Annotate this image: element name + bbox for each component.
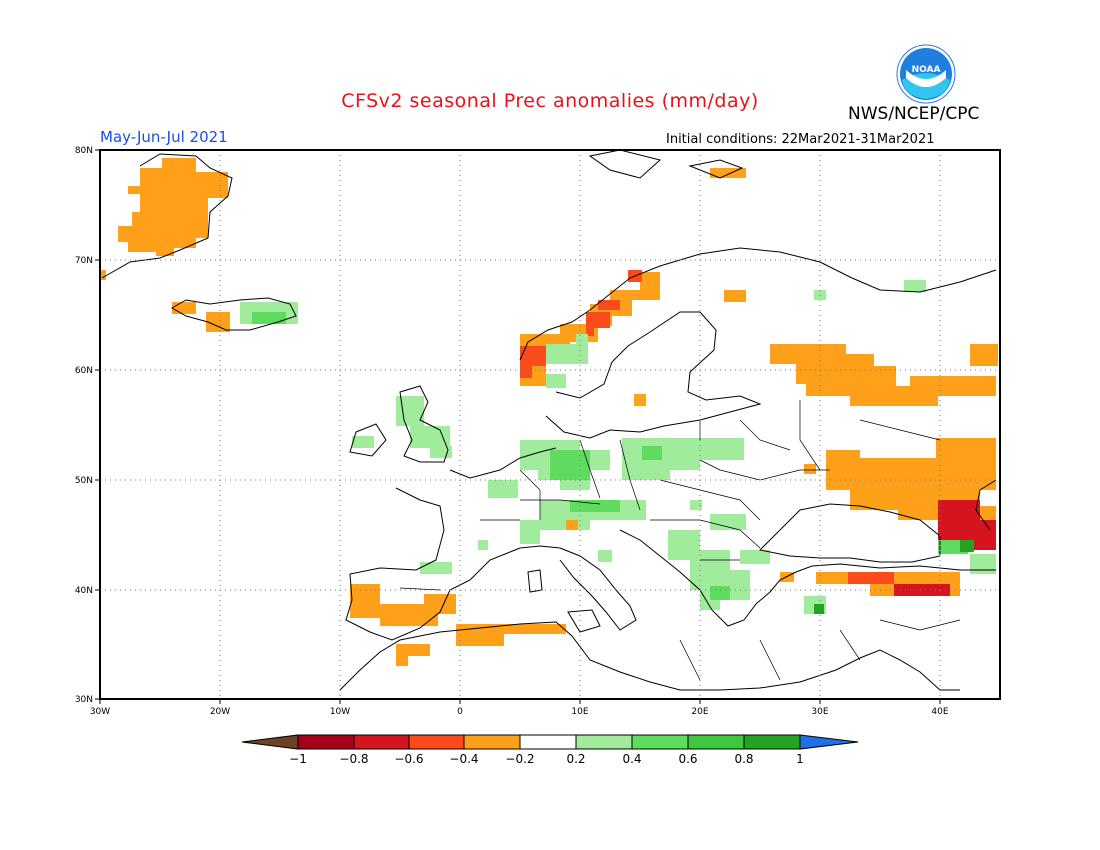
x-tick-label: 10W [330, 707, 350, 717]
noaa-logo-text: NOAA [912, 65, 941, 75]
region-greenland-spot [128, 186, 140, 194]
colorbar-label: 0.4 [622, 752, 641, 766]
italy-coast [527, 547, 637, 633]
region-finland [724, 290, 746, 302]
greenland-coast [101, 153, 233, 279]
y-tick-label: 40N [75, 586, 93, 596]
chart-title: CFSv2 seasonal Prec anomalies (mm/day) [341, 90, 759, 112]
region-caucasus-red [938, 500, 996, 550]
colorbar-right-arrow [799, 734, 859, 750]
region-norway-green [546, 344, 588, 364]
region-balkans [668, 530, 750, 610]
colorbar-label: 0.6 [678, 752, 697, 766]
british-isles [349, 385, 449, 463]
region-turkey-red [848, 572, 894, 584]
region-iceland-green2 [252, 312, 286, 324]
colorbar-label: −0.2 [505, 752, 534, 766]
region-iceland-orange [172, 302, 196, 314]
colorbar-label: −0.4 [449, 752, 478, 766]
colorbar-label: 0.8 [734, 752, 753, 766]
region-poland [622, 438, 744, 480]
region-north-africa [456, 624, 566, 646]
colorbar-label: −0.8 [339, 752, 368, 766]
colorbar-label: −0.6 [394, 752, 423, 766]
region-norway-red [520, 270, 642, 378]
map-frame [99, 149, 1001, 700]
colorbar-left-arrow [241, 734, 299, 750]
initial-conditions-label: Initial conditions: 22Mar2021-31Mar2021 [666, 132, 935, 147]
y-tick-labels: 30N 40N 50N 60N 70N 80N [75, 146, 93, 705]
region-iceland-orange2 [206, 312, 230, 332]
y-tick-label: 60N [75, 366, 93, 376]
y-tick-label: 50N [75, 476, 93, 486]
x-tick-label: 30E [811, 707, 828, 717]
y-tick-label: 80N [75, 146, 93, 156]
caspian-coast [975, 479, 997, 531]
y-tick-label: 70N [75, 256, 93, 266]
x-tick-labels: 30W 20W 10W 0 10E 20E 30E 40E [90, 707, 949, 717]
colorbar-label: 1 [796, 752, 804, 766]
colorbar-labels: −1 −0.8 −0.6 −0.4 −0.2 0.2 0.4 0.6 0.8 1 [289, 752, 804, 766]
region-iberia [350, 584, 456, 626]
x-tick-label: 30W [90, 707, 110, 717]
noaa-logo-icon: NOAA [896, 44, 956, 104]
west-europe-coast [345, 447, 561, 641]
region-greenland [118, 158, 228, 256]
gridlines [100, 150, 1000, 699]
anomaly-fill-layer [100, 158, 998, 666]
agency-label: NWS/NCEP/CPC [848, 104, 980, 124]
x-tick-label: 20E [691, 707, 708, 717]
north-africa-coast [339, 621, 960, 691]
region-greenland-west [100, 270, 106, 280]
iceland-coast [170, 297, 297, 331]
x-tick-label: 20W [210, 707, 230, 717]
colorbar-label: −1 [289, 752, 307, 766]
colorbar [241, 734, 859, 750]
region-russia-north [770, 344, 996, 406]
period-label: May-Jun-Jul 2021 [100, 128, 228, 146]
region-uk [396, 396, 424, 426]
x-tick-label: 40E [931, 707, 948, 717]
region-svalbard [710, 168, 746, 178]
baltic-coast [545, 311, 762, 439]
x-tick-label: 0 [457, 707, 463, 717]
coastline-layer [101, 149, 997, 691]
colorbar-label: 0.2 [566, 752, 585, 766]
scandinavia-coast [519, 247, 997, 361]
x-tick-label: 10E [571, 707, 588, 717]
y-tick-label: 30N [75, 695, 93, 705]
balkan-coast [619, 529, 996, 627]
